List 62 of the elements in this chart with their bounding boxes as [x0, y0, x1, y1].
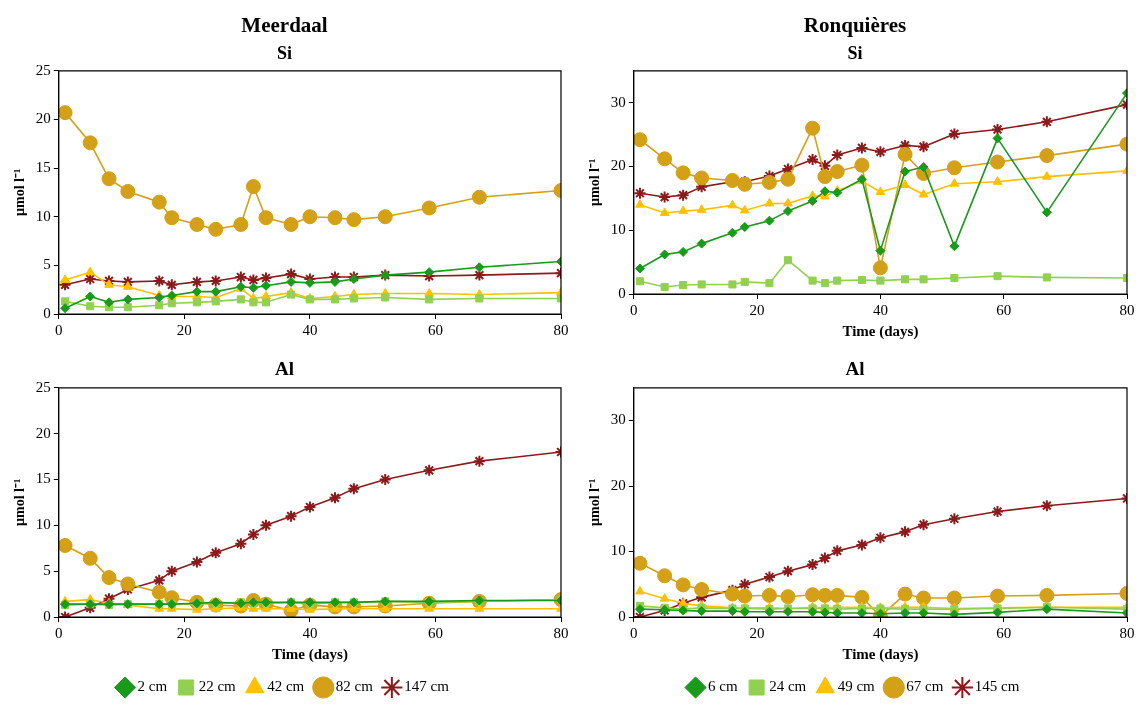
x-tick-label: 60 — [996, 624, 1012, 641]
legend-label: 145 cm — [974, 678, 1020, 695]
x-tick-label: 80 — [1119, 624, 1135, 641]
x-tick-label: 80 — [553, 321, 569, 338]
y-tick-label: 0 — [43, 607, 51, 624]
y-tick-label: 15 — [35, 470, 51, 487]
y-axis-title: µmol l⁻¹ — [12, 168, 28, 217]
y-tick-label: 5 — [43, 562, 51, 579]
y-tick-label: 10 — [610, 221, 626, 238]
x-tick-label: 20 — [749, 301, 765, 318]
legend-label: 2 cm — [137, 678, 168, 695]
x-tick-label: 40 — [302, 624, 318, 641]
legend-label: 67 cm — [906, 678, 944, 695]
y-tick-label: 0 — [618, 284, 626, 301]
x-tick-label: 80 — [1119, 301, 1135, 318]
x-tick-label: 0 — [630, 624, 638, 641]
x-tick-label: 0 — [55, 624, 63, 641]
chart-subtitle: Si — [847, 42, 863, 63]
legend-label: 147 cm — [404, 678, 450, 695]
y-axis-title: µmol l⁻¹ — [587, 478, 603, 527]
y-tick-label: 15 — [35, 159, 51, 176]
x-tick-label: 0 — [630, 301, 638, 318]
y-tick-label: 20 — [610, 157, 626, 174]
y-axis-title: µmol l⁻¹ — [12, 478, 28, 527]
x-axis-title: Time (days) — [842, 322, 919, 340]
x-tick-label: 60 — [427, 321, 443, 338]
x-tick-label: 40 — [302, 321, 318, 338]
chart-subtitle: Si — [276, 42, 293, 63]
x-tick-label: 20 — [749, 624, 765, 641]
x-tick-label: 40 — [872, 624, 888, 641]
y-tick-label: 20 — [35, 110, 51, 127]
y-tick-label: 25 — [35, 61, 51, 78]
legend-label: 24 cm — [769, 678, 807, 695]
y-tick-label: 10 — [35, 207, 51, 224]
x-tick-label: 80 — [553, 624, 569, 641]
x-tick-label: 0 — [55, 321, 63, 338]
y-tick-label: 30 — [610, 93, 626, 110]
chart-title: Al — [275, 358, 294, 380]
y-tick-label: 30 — [610, 411, 626, 428]
x-axis-title: Time (days) — [271, 645, 348, 663]
legend-label: 42 cm — [267, 678, 305, 695]
y-tick-label: 20 — [610, 476, 626, 493]
x-axis-title: Time (days) — [842, 645, 919, 663]
y-tick-label: 5 — [43, 256, 51, 273]
x-tick-label: 20 — [176, 624, 192, 641]
y-tick-label: 0 — [618, 607, 626, 624]
legend-label: 82 cm — [335, 678, 374, 695]
y-tick-label: 10 — [35, 516, 51, 533]
legend-label: 22 cm — [198, 678, 237, 695]
chart-title: Al — [845, 358, 865, 380]
y-tick-label: 25 — [35, 378, 51, 395]
chart-title: Ronquières — [803, 13, 907, 38]
x-tick-label: 40 — [872, 301, 888, 318]
chart-title: Meerdaal — [241, 13, 328, 38]
x-tick-label: 20 — [176, 321, 192, 338]
legend-label: 6 cm — [708, 678, 738, 695]
y-axis-title: µmol l⁻¹ — [587, 158, 603, 207]
y-tick-label: 20 — [35, 424, 51, 441]
legend-label: 49 cm — [837, 678, 876, 695]
x-tick-label: 60 — [427, 624, 443, 641]
x-tick-label: 60 — [996, 301, 1012, 318]
y-tick-label: 10 — [610, 542, 626, 559]
